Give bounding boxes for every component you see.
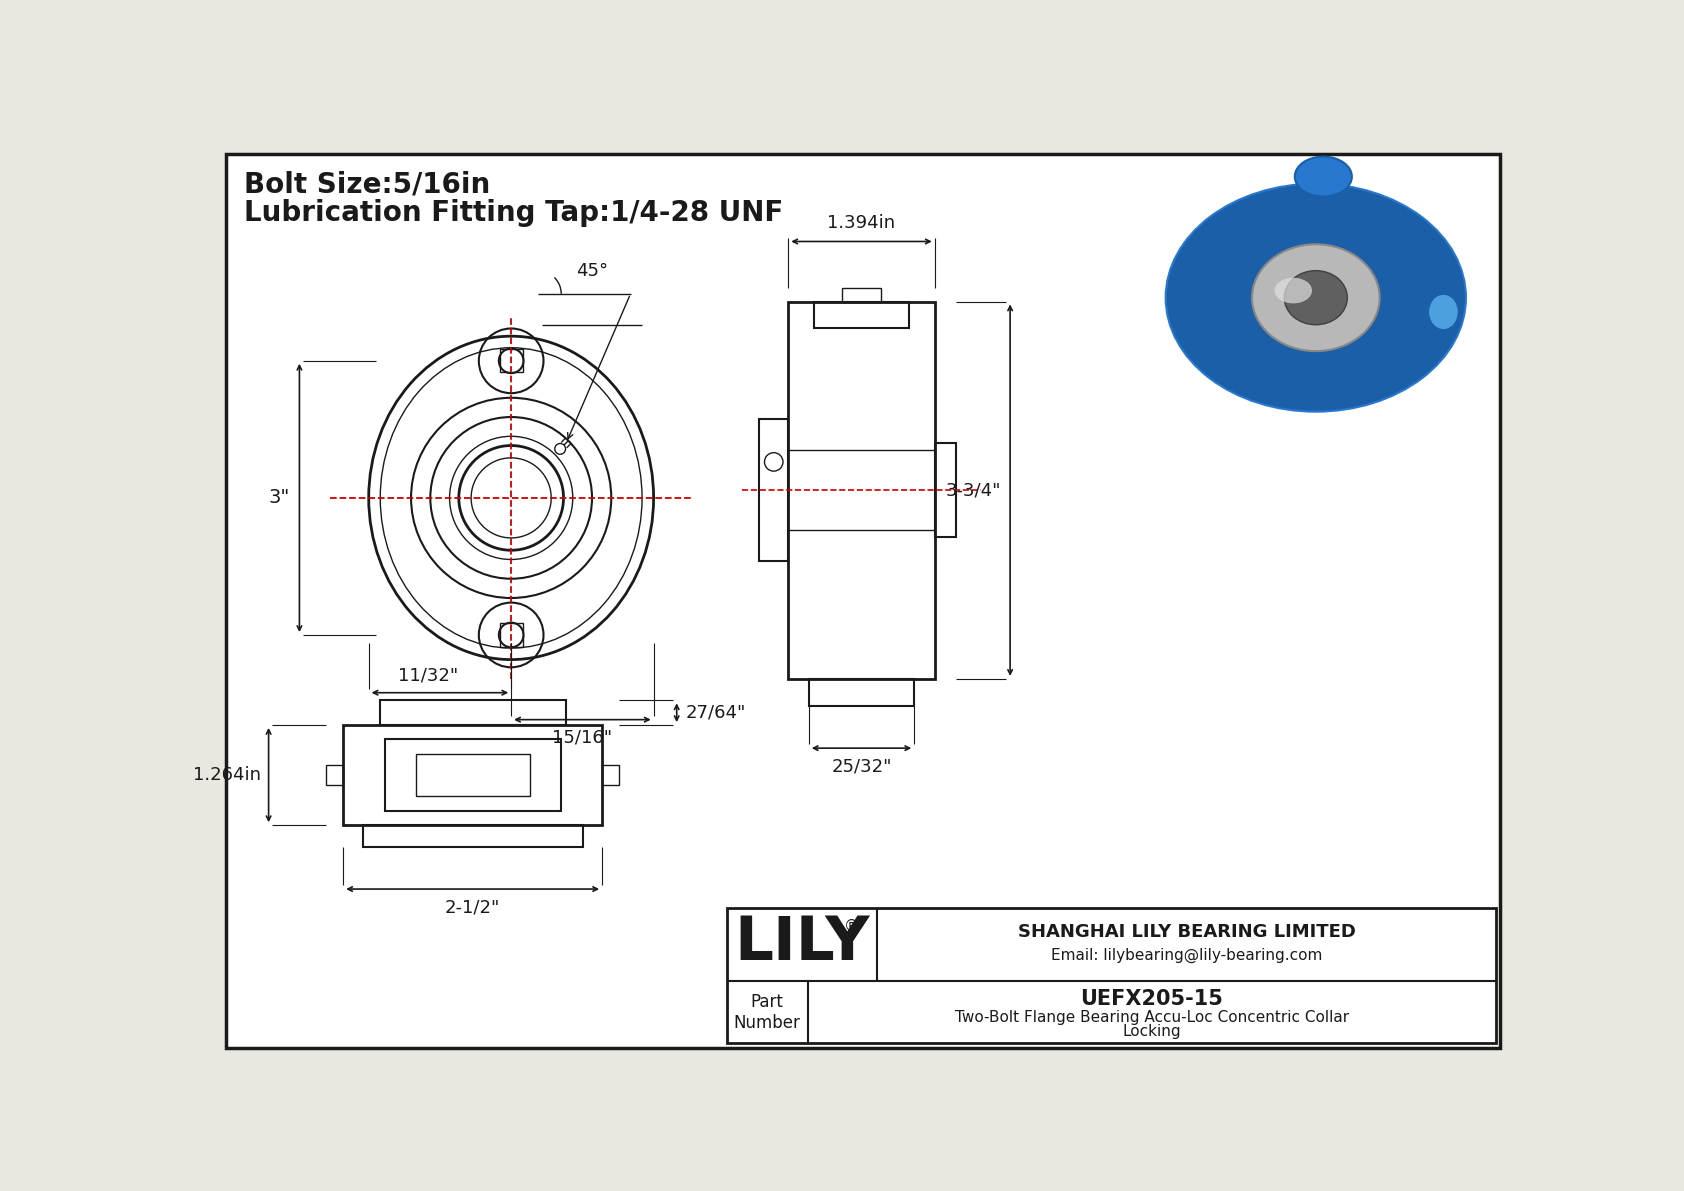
Bar <box>344 725 601 825</box>
Text: LILY: LILY <box>734 913 869 973</box>
Text: Part
Number: Part Number <box>734 993 800 1031</box>
Text: ®: ® <box>844 919 859 934</box>
Ellipse shape <box>1428 294 1458 330</box>
Text: 11/32": 11/32" <box>397 667 458 685</box>
Text: 1.394in: 1.394in <box>827 214 896 232</box>
Text: Two-Bolt Flange Bearing Accu-Loc Concentric Collar: Two-Bolt Flange Bearing Accu-Loc Concent… <box>955 1010 1349 1024</box>
Bar <box>842 288 881 301</box>
Bar <box>384 740 561 811</box>
Bar <box>727 909 1495 1043</box>
Ellipse shape <box>1275 278 1312 304</box>
Ellipse shape <box>1285 270 1347 325</box>
Bar <box>379 700 566 725</box>
Bar <box>935 443 957 537</box>
Text: Lubrication Fitting Tap:1/4-28 UNF: Lubrication Fitting Tap:1/4-28 UNF <box>244 199 783 227</box>
Bar <box>601 766 620 785</box>
Ellipse shape <box>1295 157 1352 197</box>
Bar <box>500 349 522 373</box>
Text: Bolt Size:5/16in: Bolt Size:5/16in <box>244 170 490 199</box>
Ellipse shape <box>1165 183 1467 412</box>
Text: 27/64": 27/64" <box>685 704 746 722</box>
Text: SHANGHAI LILY BEARING LIMITED: SHANGHAI LILY BEARING LIMITED <box>1017 923 1356 941</box>
Text: Email: lilybearing@lily-bearing.com: Email: lilybearing@lily-bearing.com <box>1051 948 1322 964</box>
Bar <box>416 754 529 796</box>
Text: 25/32": 25/32" <box>832 757 893 775</box>
Text: Locking: Locking <box>1123 1024 1180 1040</box>
Bar <box>500 623 522 647</box>
Text: 3-3/4": 3-3/4" <box>945 481 1000 499</box>
Bar <box>813 301 909 329</box>
Text: UEFX205-15: UEFX205-15 <box>1081 989 1223 1009</box>
Text: 45°: 45° <box>576 262 608 280</box>
Bar <box>788 301 935 679</box>
Text: 1.264in: 1.264in <box>194 766 261 784</box>
Bar <box>759 419 788 561</box>
Ellipse shape <box>1251 244 1379 351</box>
Text: 15/16": 15/16" <box>552 729 613 747</box>
Text: 2-1/2": 2-1/2" <box>445 898 500 916</box>
Bar <box>808 679 914 706</box>
Bar <box>327 766 344 785</box>
Bar <box>362 825 583 847</box>
Text: 3": 3" <box>269 488 290 507</box>
